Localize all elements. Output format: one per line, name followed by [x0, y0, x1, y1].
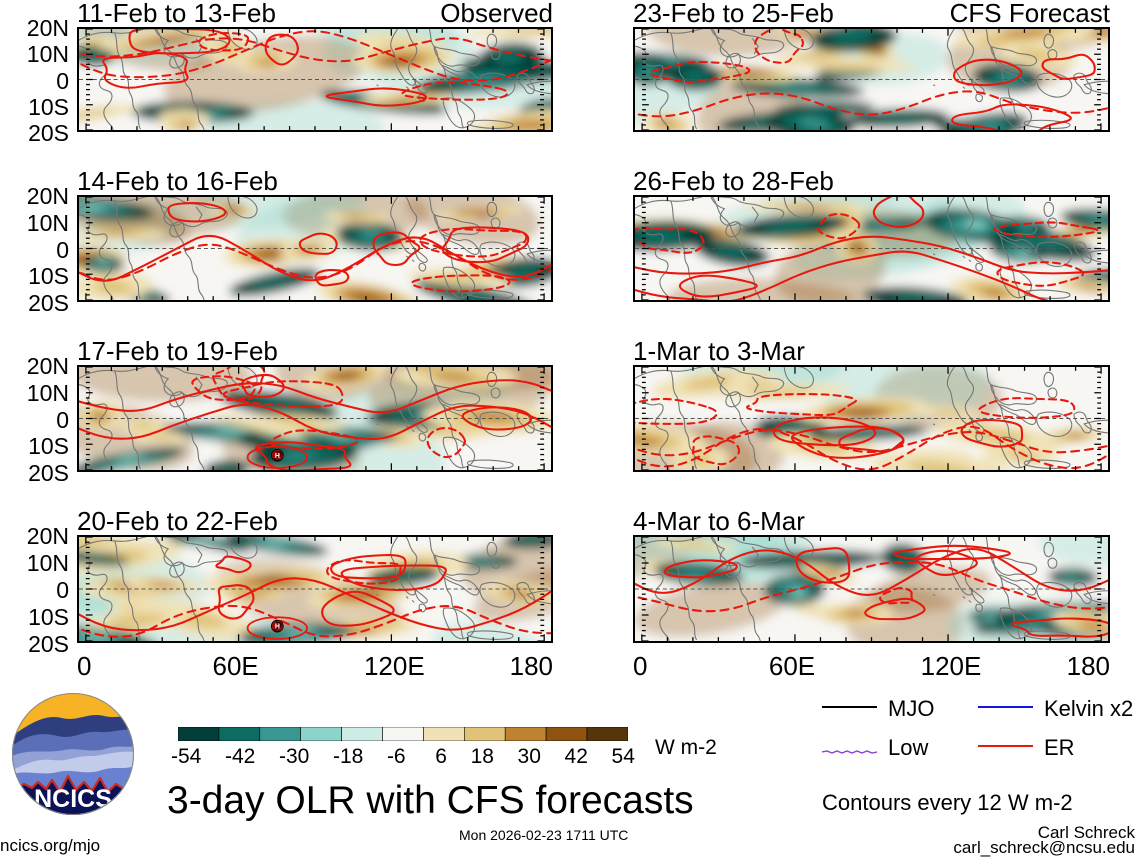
svg-text:H: H — [275, 624, 280, 631]
svg-text:H: H — [275, 453, 280, 460]
svg-text:NCICS: NCICS — [34, 785, 112, 813]
